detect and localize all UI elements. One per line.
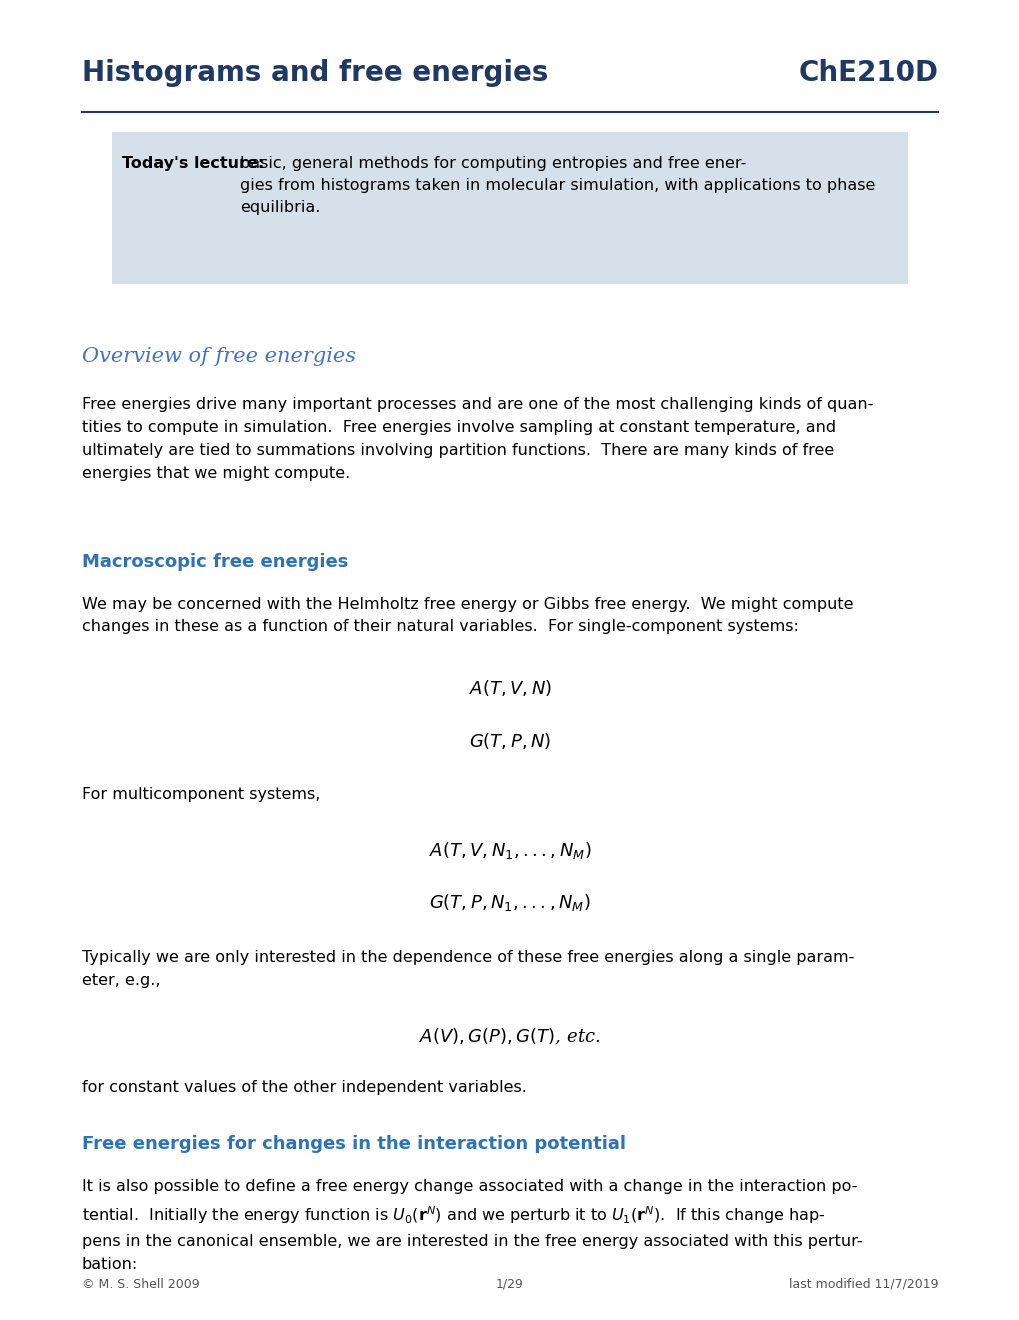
Text: Today's lecture:: Today's lecture:: [122, 156, 264, 170]
Text: 1/29: 1/29: [495, 1278, 524, 1291]
Text: We may be concerned with the Helmholtz free energy or Gibbs free energy.  We mig: We may be concerned with the Helmholtz f…: [82, 597, 852, 635]
Text: © M. S. Shell 2009: © M. S. Shell 2009: [82, 1278, 199, 1291]
Text: $A(V), G(P), G(T)$, etc.: $A(V), G(P), G(T)$, etc.: [419, 1027, 600, 1047]
Text: For multicomponent systems,: For multicomponent systems,: [82, 787, 320, 801]
Text: Overview of free energies: Overview of free energies: [82, 347, 356, 366]
Text: ChE210D: ChE210D: [798, 59, 937, 87]
Text: basic, general methods for computing entropies and free ener-
gies from histogra: basic, general methods for computing ent…: [239, 156, 874, 215]
Text: $A(T,V,N_1,...,N_M)$: $A(T,V,N_1,...,N_M)$: [428, 840, 591, 861]
Text: Free energies for changes in the interaction potential: Free energies for changes in the interac…: [82, 1135, 625, 1154]
Text: Typically we are only interested in the dependence of these free energies along : Typically we are only interested in the …: [82, 950, 853, 989]
FancyBboxPatch shape: [112, 132, 907, 284]
Text: last modified 11/7/2019: last modified 11/7/2019: [788, 1278, 937, 1291]
Text: Histograms and free energies: Histograms and free energies: [82, 59, 547, 87]
Text: Macroscopic free energies: Macroscopic free energies: [82, 553, 347, 572]
Text: $G(T,P,N_1,...,N_M)$: $G(T,P,N_1,...,N_M)$: [429, 892, 590, 913]
Text: Free energies drive many important processes and are one of the most challenging: Free energies drive many important proce…: [82, 397, 872, 480]
Text: $A(T,V,N)$: $A(T,V,N)$: [468, 678, 551, 698]
Text: It is also possible to define a free energy change associated with a change in t: It is also possible to define a free ene…: [82, 1179, 861, 1272]
Text: $G(T,P,N)$: $G(T,P,N)$: [469, 731, 550, 751]
Text: for constant values of the other independent variables.: for constant values of the other indepen…: [82, 1080, 526, 1094]
